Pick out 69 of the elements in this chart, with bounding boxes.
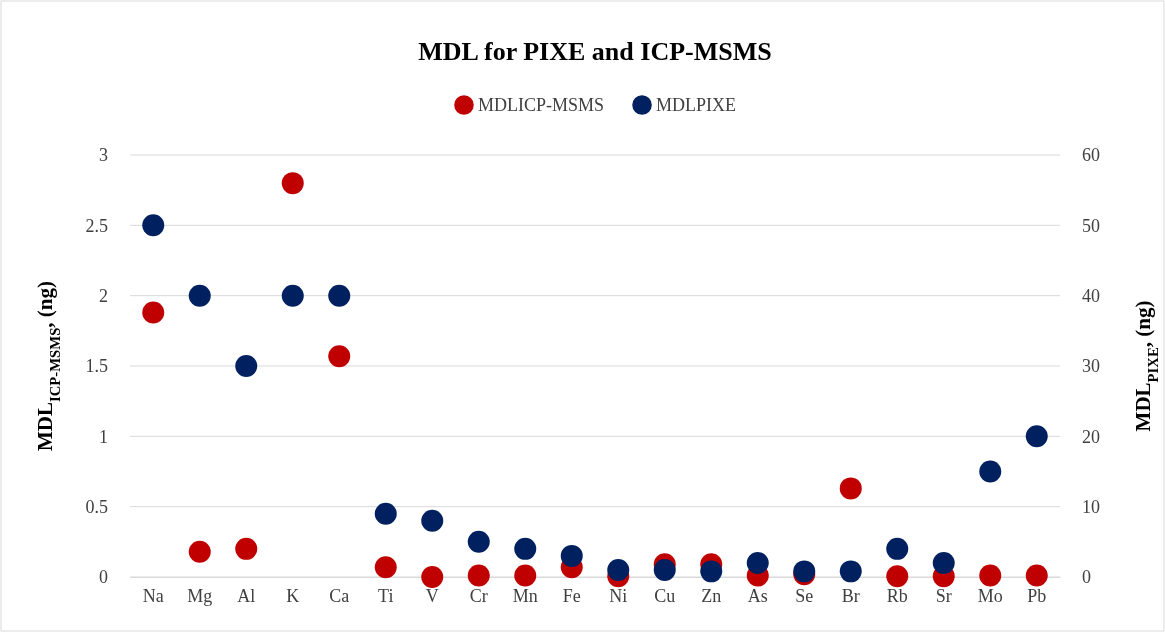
point (700, 560, 723, 583)
y-tick-label: 2 (99, 285, 108, 306)
y2-tick-label: 0 (1082, 567, 1091, 588)
y2-tick-label: 50 (1082, 215, 1100, 236)
y2-tick-label: 10 (1082, 496, 1100, 517)
point (839, 560, 862, 583)
y-tick-label: 3 (99, 145, 108, 166)
point (374, 502, 397, 525)
point (142, 214, 165, 237)
x-tick-label: As (747, 585, 768, 606)
x-tick-label: Na (142, 585, 164, 606)
y2-tick-label: 60 (1082, 145, 1100, 166)
y-tick-label: 1.5 (85, 356, 108, 377)
point (560, 544, 583, 567)
legend-label: MDLPIXE (656, 95, 737, 115)
point (235, 537, 258, 560)
point (328, 345, 351, 368)
x-tick-label: Mo (977, 585, 1003, 606)
point (1025, 564, 1048, 587)
point (607, 558, 630, 581)
x-tick-label: Ti (378, 585, 394, 606)
point (746, 551, 769, 574)
point (979, 460, 1002, 483)
y2-tick-label: 40 (1082, 285, 1100, 306)
x-tick-label: K (286, 585, 300, 606)
x-tick-label: Sr (935, 585, 952, 606)
point (979, 564, 1002, 587)
point (886, 537, 909, 560)
x-tick-label: Pb (1027, 585, 1047, 606)
x-tick-label: Al (237, 585, 256, 606)
x-tick-label: Br (841, 585, 860, 606)
x-tick-label: Rb (886, 585, 908, 606)
x-tick-label: Cu (654, 585, 676, 606)
chart-title: MDL for PIXE and ICP-MSMS (418, 37, 772, 66)
y-tick-label: 2.5 (85, 215, 108, 236)
y-tick-label: 1 (99, 426, 108, 447)
point (281, 284, 304, 307)
x-tick-label: Zn (701, 585, 722, 606)
y-tick-label: 0 (99, 567, 108, 588)
point (281, 172, 304, 195)
point (886, 565, 909, 588)
point (421, 566, 444, 588)
point (467, 530, 490, 553)
point (421, 509, 444, 532)
x-tick-label: Fe (562, 585, 581, 606)
x-tick-label: Ca (329, 585, 350, 606)
legend-label: MDLICP-MSMS (477, 95, 605, 115)
point (653, 558, 676, 581)
point (839, 477, 862, 500)
x-tick-label: Mg (187, 585, 213, 606)
point (932, 551, 955, 574)
point (514, 564, 537, 587)
y-tick-label: 0.5 (85, 496, 108, 517)
y2-tick-label: 20 (1082, 426, 1100, 447)
x-tick-label: Cr (469, 585, 488, 606)
x-tick-label: Mn (512, 585, 538, 606)
x-tick-label: Se (795, 585, 814, 606)
x-tick-label: Ni (609, 585, 628, 606)
point (235, 355, 258, 377)
point (188, 540, 211, 563)
x-tick-label: V (425, 585, 439, 606)
point (467, 564, 490, 587)
point (142, 301, 165, 324)
point (514, 537, 537, 560)
point (1025, 425, 1048, 448)
point (328, 284, 351, 307)
point (188, 284, 211, 307)
y2-tick-label: 30 (1082, 356, 1100, 377)
point (374, 556, 397, 579)
